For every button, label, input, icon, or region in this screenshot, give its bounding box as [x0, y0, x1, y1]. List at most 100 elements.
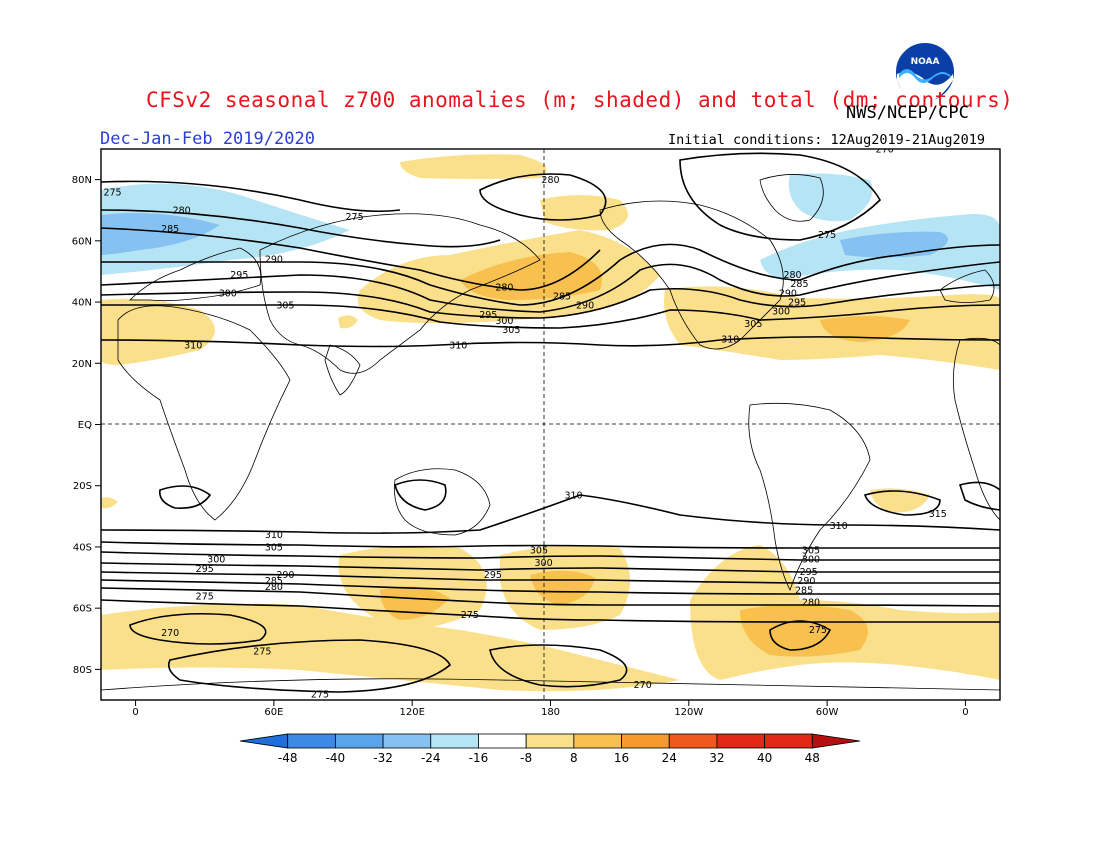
contour-label-text: 305: [530, 546, 548, 557]
anomaly-shading: [101, 154, 1000, 692]
contour-label: 290: [779, 288, 797, 299]
contour-label-text: 290: [576, 301, 594, 312]
contour-label: 280: [495, 282, 513, 293]
contour-label: 295: [800, 567, 818, 578]
colorbar-swatch-1: [287, 733, 336, 749]
colorbar-end-right: [811, 733, 861, 749]
coastline-australia: [394, 468, 491, 536]
contour-label-text: 280: [495, 282, 513, 293]
contour-label: 285: [790, 279, 808, 290]
contour-nh-290: [101, 243, 1000, 306]
contour-label: 275: [253, 647, 271, 658]
contour-label-text: 310: [265, 530, 283, 541]
colorbar-swatch-9: [668, 733, 718, 749]
contour-label: 300: [535, 558, 553, 569]
anomaly-positive-southwest-edge: [101, 497, 118, 509]
contour-label-text: 280: [802, 598, 820, 609]
contour-nh-285: [101, 227, 601, 291]
contour-label-text: 300: [802, 555, 820, 566]
contour-sh-270-east: [489, 644, 628, 688]
contour-label: 305: [276, 301, 294, 312]
colorbar-label: -48: [278, 751, 298, 765]
contour-sh-275-east: [769, 620, 832, 651]
contour-sh-275: [101, 599, 1000, 623]
coastline-greenland: [759, 174, 824, 222]
contour-label: 305: [265, 542, 283, 553]
contour-sh-305: [101, 541, 1000, 549]
contour-sh-315-australia: [394, 479, 447, 511]
contour-label-text: 275: [818, 230, 836, 241]
lon-tick-label: 60W: [816, 707, 839, 718]
coastline-india: [324, 344, 361, 396]
contour-sh-300: [101, 551, 1000, 561]
coastline-europe: [129, 247, 262, 302]
longitude-axis: 0 60E 120E 180 120W 60W 0: [132, 700, 969, 718]
contour-label-text: 310: [830, 521, 848, 532]
contour-sh-315-east: [958, 481, 1000, 511]
contour-label: 285: [161, 224, 179, 235]
contour-label-text: 275: [253, 647, 271, 658]
coastline-south-america: [748, 402, 871, 592]
contour-sh-315-africa: [158, 485, 212, 510]
contour-label-text: 305: [802, 546, 820, 557]
contour-label-text: 310: [564, 490, 582, 501]
contour-sh-280: [101, 587, 1000, 607]
contour-sh-310: [101, 494, 1000, 534]
colorbar-swatch-6: [525, 733, 575, 749]
colorbar-end-left: [239, 733, 289, 749]
contour-label: 305: [744, 319, 762, 330]
contour-nh-305: [101, 304, 1000, 329]
contour-label: 310: [184, 340, 202, 351]
contour-label-text: 275: [461, 610, 479, 621]
contour-label-text: 275: [809, 625, 827, 636]
contour-nh-280: [101, 209, 501, 248]
colorbar-swatch-2: [334, 733, 384, 749]
contour-label-text: 300: [535, 558, 553, 569]
anomaly-positive-north-africa: [101, 298, 215, 365]
contour-label-text: 275: [311, 689, 329, 700]
latitude-axis: 80N 60N 40N 20N EQ 20S 40S 60S 80S: [72, 175, 101, 676]
anomaly-positive-northeast-asia: [540, 195, 628, 231]
contour-label-text: 295: [788, 298, 806, 309]
lat-tick-label: 20S: [73, 481, 92, 492]
contour-label-text: 270: [161, 628, 179, 639]
contour-label: 295: [196, 564, 214, 575]
contour-sh-270-west: [129, 612, 267, 645]
contour-label-text: 300: [219, 288, 237, 299]
contour-label-text: 295: [479, 310, 497, 321]
lat-tick-label: EQ: [78, 420, 92, 431]
contour-sh-315-atlantic: [863, 490, 941, 516]
contour-label: 290: [265, 255, 283, 266]
contour-label-text: 285: [265, 576, 283, 587]
contour-label: 270: [634, 680, 652, 691]
colorbar-label: 48: [805, 751, 820, 765]
contour-label-text: 295: [800, 567, 818, 578]
contour-label-text: 270: [634, 680, 652, 691]
contour-label-text: 310: [721, 334, 739, 345]
colorbar-swatch-extra: [764, 733, 813, 749]
lat-tick-label: 80S: [73, 665, 92, 676]
lat-tick-label: 60S: [73, 604, 92, 615]
contour-label: 280: [783, 270, 801, 281]
contour-label: 300: [219, 288, 237, 299]
lat-tick-label: 60N: [72, 236, 92, 247]
contour-nh-310: [101, 336, 1000, 348]
contour-label-text: 275: [345, 212, 363, 223]
contour-label-text: 285: [553, 291, 571, 302]
contour-label: 315: [929, 509, 947, 520]
contour-label: 295: [479, 310, 497, 321]
colorbar-label: -16: [469, 751, 489, 765]
contour-label: 300: [802, 555, 820, 566]
colorbar-swatch-8: [621, 733, 670, 749]
initial-conditions: Initial conditions: 12Aug2019-21Aug2019: [668, 132, 985, 148]
contour-label: 275: [103, 187, 121, 198]
contour-label-text: 295: [484, 570, 502, 581]
contour-label-text: 285: [790, 279, 808, 290]
contour-label-text: 305: [265, 542, 283, 553]
contour-label-text: 290: [265, 255, 283, 266]
colorbar-label: 8: [570, 751, 578, 765]
contour-label-text: 305: [744, 319, 762, 330]
contour-label: 310: [265, 530, 283, 541]
colorbar-label: 24: [662, 751, 677, 765]
